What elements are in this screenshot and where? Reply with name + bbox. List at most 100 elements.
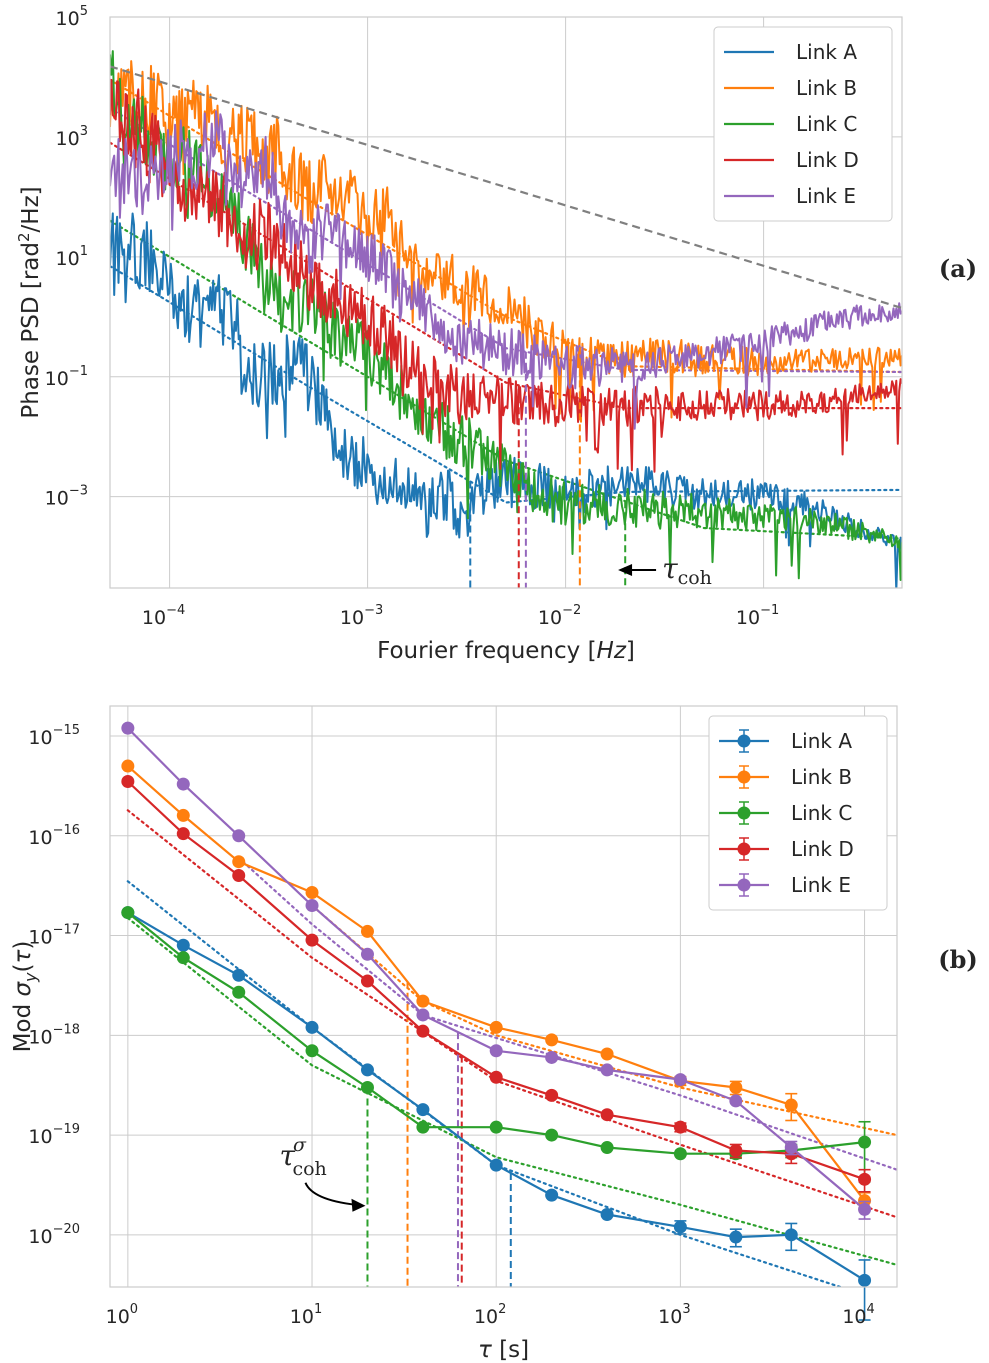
panel-a-y-axis-label-text: Phase PSD [rad	[18, 242, 44, 419]
panel-b-point-D-8	[600, 1108, 614, 1122]
panel-b-point-D-7	[545, 1088, 559, 1102]
panel-b-y-tick-label-4-exp: −16	[53, 823, 80, 838]
panel-a-x-tick-label-1: 10−3	[340, 603, 383, 629]
panel-a-y-tick-label-1-exp: −1	[69, 364, 88, 379]
panel-b-y-tick-label-1: 10−19	[28, 1122, 80, 1148]
panel-b-point-B-3	[305, 886, 319, 900]
panel-b-point-A-7	[545, 1188, 559, 1202]
panel-a-series-E	[110, 110, 902, 430]
panel-b-point-E-2	[232, 829, 246, 843]
panel-b-y-tick-label-2-base: 10	[28, 1026, 52, 1048]
panel-a-y-axis-label: Phase PSD [rad2/Hz]	[15, 186, 44, 418]
panel-b-legend: Link A Link B Link C Link D Link E	[708, 715, 888, 911]
panel-a-x-axis-label-text: Fourier frequency [	[377, 638, 596, 664]
panel-a-series-C	[110, 50, 902, 581]
panel-a-x-axis-label: Fourier frequency [Hz]	[377, 638, 635, 664]
panel-b-frame	[109, 705, 898, 1288]
panel-b-legend-label-1: Link B	[791, 765, 852, 789]
panel-b-y-tick-label-0: 10−20	[28, 1222, 80, 1248]
panel-a-model-D	[110, 141, 902, 410]
panel-b-point-D-9	[673, 1120, 687, 1134]
panel-b-point-E-6	[489, 1044, 503, 1058]
panel-a-envelope	[109, 65, 903, 310]
panel-a-x-tick-label-3-base: 10	[736, 607, 760, 629]
panel-b-x-tick-label-3: 103	[658, 1302, 690, 1328]
panel-b-legend-box	[708, 715, 888, 911]
panel-b-point-E-10	[729, 1094, 743, 1108]
panel-b-point-A-9	[673, 1220, 687, 1234]
panel-b-point-C-8	[600, 1141, 614, 1155]
panel-b-point-D-1	[176, 827, 190, 841]
panel-a-tau-coh-symbol: τ	[662, 552, 678, 585]
panel-a-frame	[109, 16, 903, 589]
panel-b-point-D-2	[232, 868, 246, 882]
panel-b-point-C-2	[232, 985, 246, 999]
panel-a-legend-label-2: Link C	[796, 112, 857, 136]
panel-a-series-D	[110, 78, 902, 473]
panel-a-y-tick-label-4: 105	[56, 4, 88, 30]
panel-b-label: (b)	[938, 945, 978, 974]
panel-b-point-D-5	[416, 1024, 430, 1038]
panel-b-y-tick-label-2: 10−18	[28, 1022, 80, 1048]
panel-a-y-tick-label-4-exp: 5	[80, 4, 88, 19]
panel-b-x-ticks: 100 101 102 103 104	[106, 1302, 875, 1328]
panel-b-x-tick-label-4: 104	[842, 1302, 874, 1328]
panel-b-point-E-11	[784, 1141, 798, 1155]
panel-b-y-tick-label-5-base: 10	[28, 727, 52, 749]
panel-b-point-E-9	[673, 1073, 687, 1087]
panel-b-y-tick-label-3-exp: −17	[53, 923, 80, 938]
panel-a-tau-coh-label: τcoh	[662, 552, 712, 589]
panel-b-y-axis-label-close: )	[10, 941, 36, 950]
panel-b-legend-label-3: Link D	[791, 837, 854, 861]
panel-b-x-tick-label-1-exp: 1	[314, 1302, 322, 1317]
panel-a-x-ticks: 10−4 10−3 10−2 10−1	[142, 603, 779, 629]
panel-b-model-B	[310, 904, 897, 1137]
panel-b-point-A-12	[858, 1273, 872, 1287]
panel-b-point-D-10	[729, 1144, 743, 1158]
panel-a-legend-label-1: Link B	[796, 76, 857, 100]
panel-b-point-E-8	[600, 1063, 614, 1077]
panel-b-point-C-9	[673, 1147, 687, 1161]
panel-b-point-E-3	[305, 899, 319, 913]
panel-a-coherence-markers	[469, 347, 627, 588]
panel-b-point-A-8	[600, 1207, 614, 1221]
panel-a-series	[110, 50, 902, 588]
panel-b-point-B-8	[600, 1047, 614, 1061]
panel-b-x-tick-label-1: 101	[290, 1302, 322, 1328]
panel-a-y-axis-label-tail: /Hz]	[18, 186, 44, 232]
panel-a-y-tick-label-1-base: 10	[45, 368, 69, 390]
panel-b-y-axis-label-sigma: σ	[10, 981, 36, 997]
panel-b-legend-label-0: Link A	[791, 729, 852, 753]
panel-a-envelope-line	[109, 65, 903, 310]
panel-b-point-C-5	[416, 1120, 430, 1134]
panel-b-x-tick-label-1-base: 10	[290, 1306, 314, 1328]
panel-b-point-D-0	[121, 775, 135, 789]
panel-b-y-tick-label-2-exp: −18	[53, 1022, 80, 1037]
panel-b-tau-coh-arrow-line	[304, 1182, 356, 1206]
panel-a-y-tick-label-0-base: 10	[45, 488, 69, 510]
panel-a-x-tick-label-2-base: 10	[538, 607, 562, 629]
panel-a-tau-coh-arrow-head	[618, 563, 633, 576]
panel-b-tau-coh-sup: σ	[293, 1134, 307, 1156]
panel-a-x-axis-label-unit: Hz	[597, 638, 627, 664]
panel-b-point-B-4	[360, 924, 374, 938]
panel-b-point-D-3	[305, 933, 319, 947]
panel-a-y-tick-label-3-base: 10	[56, 128, 80, 150]
panel-b-point-B-1	[176, 808, 190, 822]
panel-a-legend-label-0: Link A	[796, 40, 857, 64]
panel-b-point-D-4	[360, 974, 374, 988]
panel-b-point-E-7	[545, 1050, 559, 1064]
panel-b-y-axis-label: Mod σy(τ)	[10, 941, 40, 1053]
panel-a-y-tick-label-2: 101	[56, 244, 88, 270]
panel-b-point-C-4	[360, 1080, 374, 1094]
panel-a-x-tick-label-1-base: 10	[340, 607, 364, 629]
panel-b-legend-label-2: Link C	[791, 801, 852, 825]
panel-b-point-B-0	[121, 759, 135, 773]
panel-b-point-C-1	[176, 951, 190, 965]
panel-a-tau-coh-sub: coh	[678, 567, 712, 589]
panel-b-point-B-10	[729, 1080, 743, 1094]
